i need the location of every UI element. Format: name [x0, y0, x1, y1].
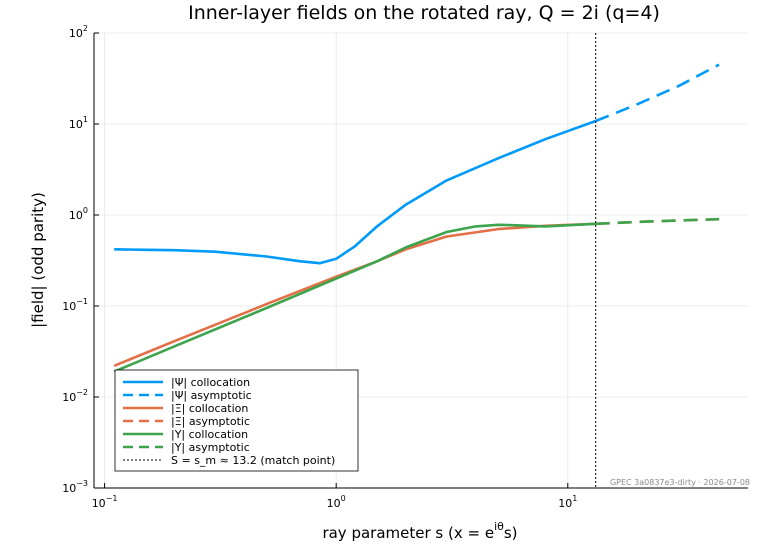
- x-axis-label: ray parameter s (x = eiθs): [322, 520, 517, 542]
- x-axis-label-superscript: iθ: [494, 520, 504, 533]
- footer-stamp: GPEC 3a0837e3-dirty · 2026-07-08: [610, 478, 750, 487]
- series-group: [113, 33, 720, 488]
- legend-label-3: |Ξ| asymptotic: [171, 415, 250, 428]
- y-tick-label-1: 10−2: [62, 388, 88, 404]
- legend-label-4: |Υ| collocation: [171, 428, 248, 441]
- series-line-1: [595, 63, 720, 123]
- x-tick-label-1: 100: [327, 494, 346, 510]
- series-line-5: [595, 217, 720, 226]
- x-axis-label-main: ray parameter s (x = e: [322, 524, 494, 542]
- y-tick-label-4: 101: [69, 115, 88, 131]
- series-line-3: [595, 217, 720, 226]
- axes: [93, 32, 748, 489]
- legend-label-2: |Ξ| collocation: [171, 402, 248, 415]
- x-tick-label-2: 101: [558, 494, 577, 510]
- legend-label-5: |Υ| asymptotic: [171, 441, 250, 454]
- legend-label-1: |Ψ| asymptotic: [171, 389, 252, 402]
- y-tick-label-0: 10−3: [62, 479, 88, 495]
- y-axis-label: |field| (odd parity): [29, 192, 47, 328]
- x-axis-label-suffix: s): [504, 524, 518, 542]
- y-tick-label-2: 10−1: [62, 297, 88, 313]
- tick-labels: 10−1 100 101 10−3 10−2 10−1 100 101 102: [62, 24, 577, 510]
- y-tick-label-5: 102: [69, 24, 88, 40]
- y-tick-label-3: 100: [69, 206, 88, 222]
- legend-label-6: S = s_m ≈ 13.2 (match point): [171, 454, 335, 467]
- x-tick-label-0: 10−1: [92, 494, 118, 510]
- series-line-4: [113, 222, 596, 373]
- chart-title: Inner-layer fields on the rotated ray, Q…: [188, 2, 660, 24]
- legend-label-0: |Ψ| collocation: [171, 376, 250, 389]
- series-line-0: [114, 119, 597, 265]
- legend: |Ψ| collocation|Ψ| asymptotic|Ξ| colloca…: [114, 369, 359, 472]
